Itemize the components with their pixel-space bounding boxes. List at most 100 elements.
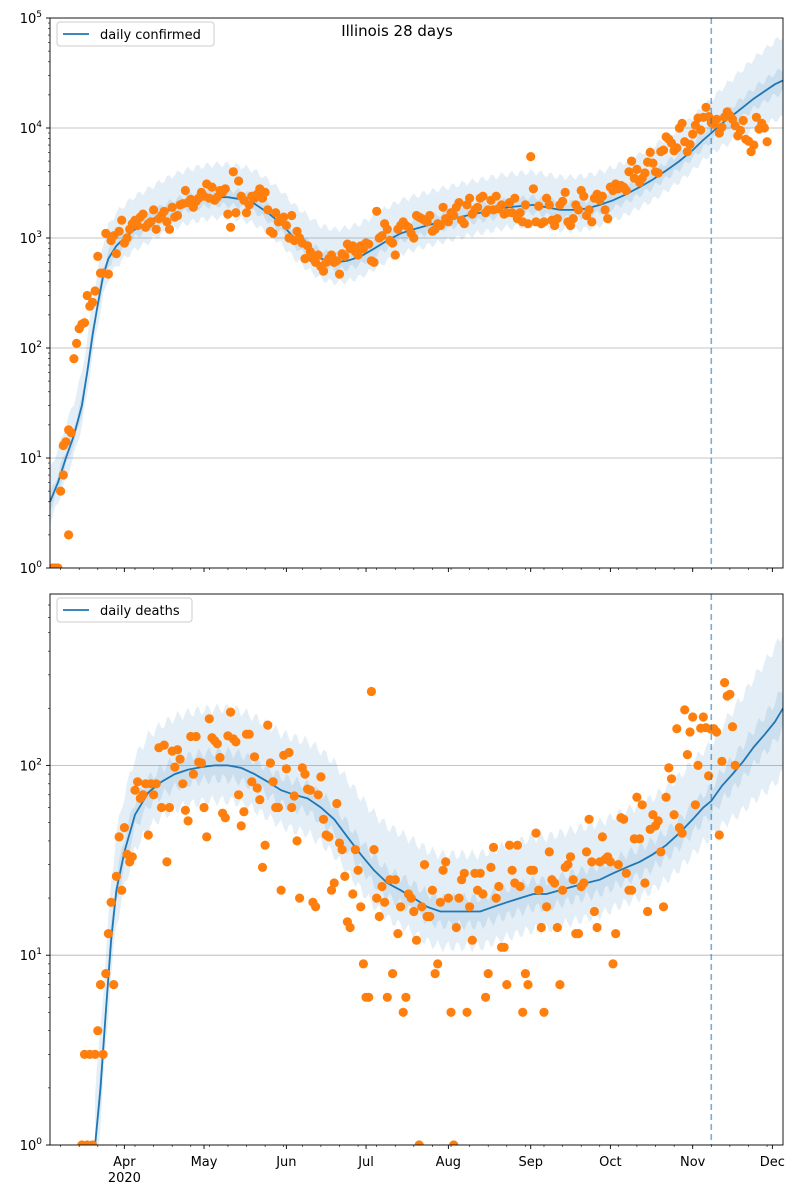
data-point (624, 167, 634, 177)
data-point (536, 922, 546, 933)
data-point (481, 992, 491, 1002)
data-point (390, 875, 400, 885)
data-point (199, 802, 209, 813)
data-point (406, 893, 416, 903)
data-point (143, 830, 153, 840)
data-point (380, 897, 390, 907)
data-point (231, 737, 241, 747)
data-point (313, 790, 323, 800)
data-point (504, 840, 515, 850)
data-point (520, 200, 531, 210)
data-point (762, 137, 772, 147)
data-point (417, 902, 427, 912)
data-point (202, 832, 212, 842)
data-point (162, 217, 172, 227)
data-point (730, 760, 740, 771)
data-point (518, 1007, 528, 1017)
data-point (568, 214, 578, 224)
data-point (183, 816, 193, 826)
data-point (483, 969, 493, 979)
data-point (438, 865, 448, 875)
data-point (550, 878, 560, 888)
ytick-label: 102 (20, 340, 42, 357)
data-point (374, 911, 384, 922)
data-point (324, 832, 334, 842)
data-point (672, 143, 682, 153)
data-point (738, 115, 748, 126)
data-point (366, 686, 376, 697)
data-point (332, 798, 342, 809)
data-point (544, 200, 554, 210)
data-point (411, 935, 422, 945)
data-point (640, 878, 650, 888)
data-point (159, 206, 169, 216)
data-point (244, 200, 254, 210)
data-point (427, 885, 437, 895)
xtick-label: Aug (436, 1155, 461, 1170)
data-point (356, 902, 366, 912)
data-point (138, 209, 148, 219)
data-point (696, 125, 706, 135)
data-point (268, 777, 278, 787)
data-point (627, 156, 637, 166)
data-point (573, 929, 584, 939)
data-point (133, 220, 143, 231)
data-point (170, 762, 180, 772)
data-point (637, 800, 647, 810)
data-point (82, 290, 92, 301)
data-point (449, 1140, 459, 1145)
data-point (528, 865, 539, 875)
data-point (690, 800, 701, 810)
data-point (584, 814, 594, 824)
data-point (396, 902, 406, 912)
data-point (260, 187, 270, 197)
data-point (106, 897, 116, 907)
data-point (712, 727, 722, 737)
data-point (589, 906, 600, 917)
data-point (658, 902, 669, 912)
data-point (220, 813, 230, 823)
data-point (93, 251, 103, 261)
data-point (276, 885, 286, 895)
data-point (326, 250, 337, 260)
data-point (565, 220, 576, 231)
data-point (119, 823, 129, 833)
data-point (558, 196, 568, 206)
data-point (544, 847, 554, 857)
data-point (318, 814, 329, 824)
data-point (435, 897, 445, 907)
data-point (207, 182, 217, 192)
data-point (688, 712, 698, 722)
data-point (295, 893, 305, 903)
data-point (632, 792, 642, 802)
data-point (720, 678, 730, 688)
data-point (661, 792, 671, 802)
data-point (239, 807, 249, 817)
data-point (401, 992, 411, 1002)
data-point (348, 889, 358, 899)
data-point (592, 922, 602, 933)
data-point (103, 269, 113, 279)
legend: daily deaths (56, 597, 193, 623)
data-point (178, 779, 188, 789)
data-point (133, 777, 143, 787)
data-point (608, 959, 618, 969)
data-point (289, 791, 299, 801)
ytick-label: 103 (20, 230, 42, 247)
data-point (265, 758, 275, 768)
data-point (526, 152, 536, 162)
data-point (515, 881, 525, 892)
data-point (149, 205, 159, 215)
data-point (340, 251, 350, 261)
data-point (677, 828, 687, 838)
data-point (443, 893, 453, 903)
data-point (228, 167, 238, 177)
data-point (300, 254, 310, 264)
data-point (451, 922, 461, 933)
data-point (313, 250, 323, 260)
data-point (648, 810, 658, 820)
data-point (263, 720, 273, 730)
data-point (167, 202, 177, 212)
